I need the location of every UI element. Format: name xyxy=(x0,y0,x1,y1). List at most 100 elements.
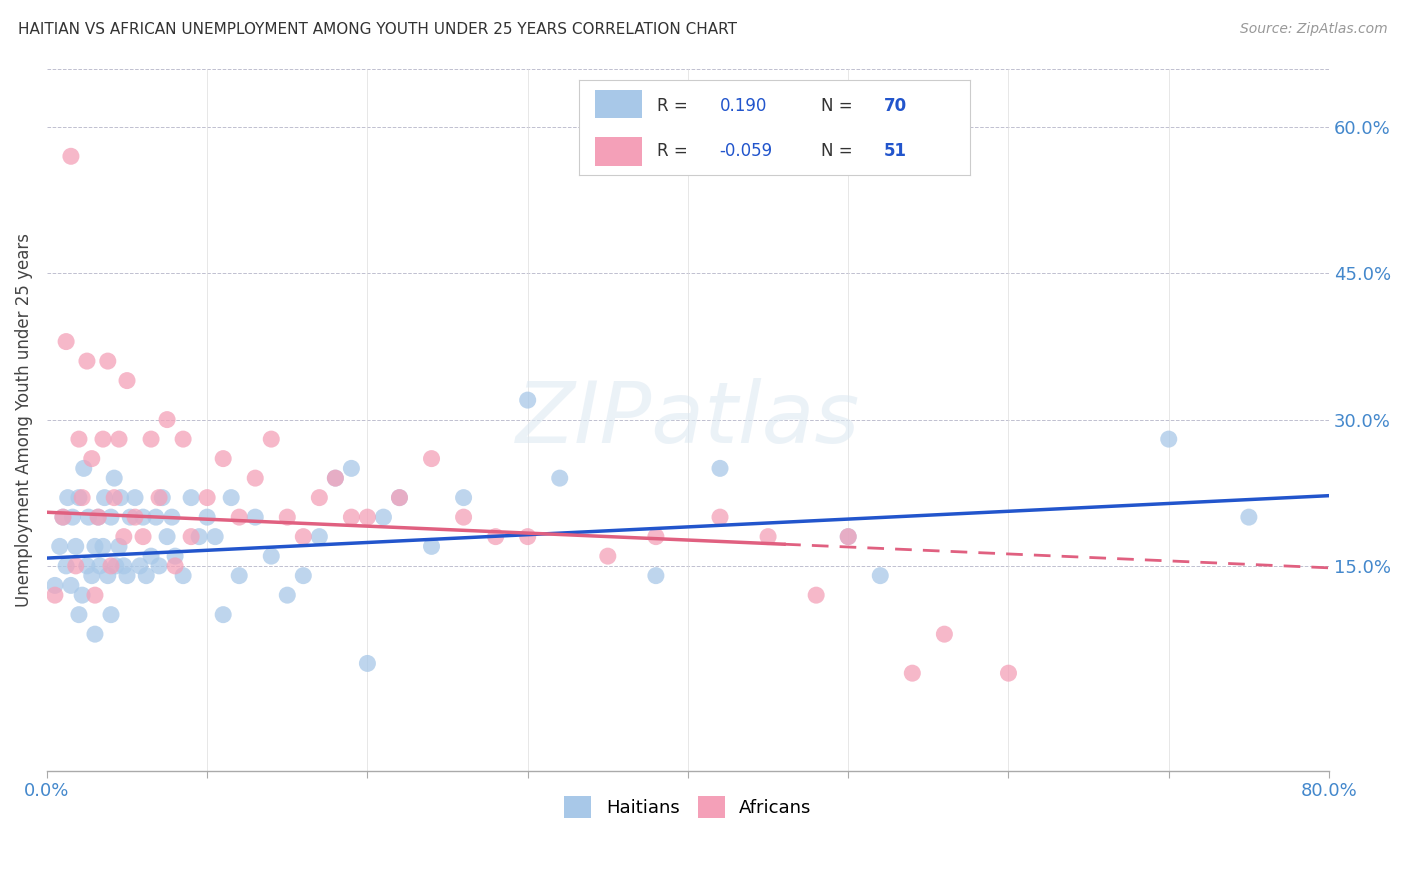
Point xyxy=(77,510,100,524)
Point xyxy=(204,530,226,544)
Point xyxy=(325,471,347,485)
Y-axis label: Unemployment Among Youth under 25 years: Unemployment Among Youth under 25 years xyxy=(15,233,32,607)
Point xyxy=(228,510,250,524)
Point xyxy=(84,588,107,602)
Point xyxy=(388,491,411,505)
Point xyxy=(276,588,298,602)
Point xyxy=(356,657,378,671)
Point xyxy=(709,461,731,475)
Point xyxy=(44,588,66,602)
Point xyxy=(325,471,347,485)
Point xyxy=(180,491,202,505)
Point xyxy=(340,461,363,475)
Point xyxy=(212,451,235,466)
Point xyxy=(869,568,891,582)
Point xyxy=(837,530,859,544)
Point xyxy=(516,530,538,544)
Point xyxy=(135,568,157,582)
Point xyxy=(100,607,122,622)
Point xyxy=(112,530,135,544)
Point xyxy=(596,549,619,563)
Point xyxy=(84,627,107,641)
Point xyxy=(308,491,330,505)
Point xyxy=(124,491,146,505)
Point xyxy=(97,568,120,582)
Point xyxy=(65,558,87,573)
Point xyxy=(55,334,77,349)
Point xyxy=(644,530,666,544)
Point xyxy=(67,491,90,505)
Point xyxy=(245,471,267,485)
Point xyxy=(84,540,107,554)
Point xyxy=(837,530,859,544)
Point xyxy=(165,558,187,573)
Point xyxy=(132,530,155,544)
Point xyxy=(100,510,122,524)
Point xyxy=(356,510,378,524)
Point xyxy=(340,510,363,524)
Point xyxy=(91,432,114,446)
Point xyxy=(108,432,131,446)
Point xyxy=(228,568,250,582)
Point xyxy=(292,568,315,582)
Point xyxy=(44,578,66,592)
Point xyxy=(420,451,443,466)
Point xyxy=(110,491,132,505)
Point xyxy=(709,510,731,524)
Point xyxy=(901,666,924,681)
Point xyxy=(165,549,187,563)
Point xyxy=(87,510,110,524)
Point xyxy=(128,558,150,573)
Point xyxy=(103,491,125,505)
Point xyxy=(1237,510,1260,524)
Point xyxy=(112,558,135,573)
Text: Source: ZipAtlas.com: Source: ZipAtlas.com xyxy=(1240,22,1388,37)
Point xyxy=(65,540,87,554)
Point xyxy=(516,393,538,408)
Point xyxy=(1157,432,1180,446)
Point xyxy=(104,558,127,573)
Point xyxy=(89,558,111,573)
Point xyxy=(453,510,475,524)
Legend: Haitians, Africans: Haitians, Africans xyxy=(557,789,818,825)
Point xyxy=(453,491,475,505)
Point xyxy=(124,510,146,524)
Point xyxy=(420,540,443,554)
Point xyxy=(388,491,411,505)
Point xyxy=(80,451,103,466)
Point xyxy=(172,432,194,446)
Point xyxy=(59,578,82,592)
Point xyxy=(120,510,142,524)
Point xyxy=(212,607,235,622)
Point xyxy=(52,510,75,524)
Point xyxy=(59,149,82,163)
Point xyxy=(132,510,155,524)
Point xyxy=(100,558,122,573)
Point xyxy=(52,510,75,524)
Point xyxy=(804,588,827,602)
Point xyxy=(195,510,218,524)
Point xyxy=(76,558,98,573)
Point xyxy=(48,540,70,554)
Point xyxy=(156,530,179,544)
Point xyxy=(644,568,666,582)
Point xyxy=(80,568,103,582)
Point xyxy=(195,491,218,505)
Point xyxy=(188,530,211,544)
Point xyxy=(485,530,508,544)
Point xyxy=(91,540,114,554)
Point xyxy=(56,491,79,505)
Point xyxy=(756,530,779,544)
Point xyxy=(156,412,179,426)
Point xyxy=(245,510,267,524)
Text: HAITIAN VS AFRICAN UNEMPLOYMENT AMONG YOUTH UNDER 25 YEARS CORRELATION CHART: HAITIAN VS AFRICAN UNEMPLOYMENT AMONG YO… xyxy=(18,22,737,37)
Point xyxy=(373,510,395,524)
Point xyxy=(260,432,283,446)
Point xyxy=(292,530,315,544)
Point xyxy=(172,568,194,582)
Point xyxy=(93,491,115,505)
Text: ZIPatlas: ZIPatlas xyxy=(516,378,860,461)
Point xyxy=(76,354,98,368)
Point xyxy=(139,549,162,563)
Point xyxy=(934,627,956,641)
